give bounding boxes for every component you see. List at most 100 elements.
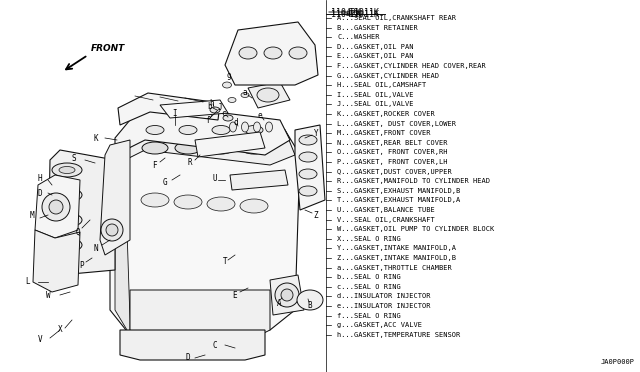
Ellipse shape xyxy=(266,122,273,132)
Polygon shape xyxy=(248,82,290,108)
Text: Y: Y xyxy=(314,128,318,138)
Ellipse shape xyxy=(52,238,82,252)
Ellipse shape xyxy=(253,122,260,132)
Polygon shape xyxy=(160,100,228,118)
Text: P: P xyxy=(80,260,84,269)
Polygon shape xyxy=(118,93,220,125)
Ellipse shape xyxy=(208,142,234,154)
Polygon shape xyxy=(295,125,325,210)
Text: K...GASKET,ROCKER COVER: K...GASKET,ROCKER COVER xyxy=(337,111,435,117)
Text: JA0P000P: JA0P000P xyxy=(601,359,635,365)
Text: H: H xyxy=(38,173,42,183)
Ellipse shape xyxy=(52,163,82,177)
Text: D: D xyxy=(38,189,42,198)
Text: R...GASKET,MANIFOLD TO CYLINDER HEAD: R...GASKET,MANIFOLD TO CYLINDER HEAD xyxy=(337,178,490,184)
Ellipse shape xyxy=(264,47,282,59)
Polygon shape xyxy=(130,290,270,340)
Text: M...GASKET,FRONT COVER: M...GASKET,FRONT COVER xyxy=(337,130,431,136)
Ellipse shape xyxy=(174,195,202,209)
Text: F...GASKET,CYLINDER HEAD COVER,REAR: F...GASKET,CYLINDER HEAD COVER,REAR xyxy=(337,63,486,69)
Text: T: T xyxy=(223,257,227,266)
Text: 9: 9 xyxy=(227,73,231,81)
Text: 11011K: 11011K xyxy=(349,10,379,19)
Text: c: c xyxy=(221,109,227,118)
Polygon shape xyxy=(110,115,300,335)
Text: O...GASKET, FRONT COVER,RH: O...GASKET, FRONT COVER,RH xyxy=(337,150,447,155)
Text: b...SEAL O RING: b...SEAL O RING xyxy=(337,274,401,280)
Ellipse shape xyxy=(175,142,201,154)
Text: D...GASKET,OIL PAN: D...GASKET,OIL PAN xyxy=(337,44,413,50)
Ellipse shape xyxy=(281,289,293,301)
Ellipse shape xyxy=(207,197,235,211)
Text: e...INSULATOR INJECTOR: e...INSULATOR INJECTOR xyxy=(337,303,431,309)
Text: 11042K: 11042K xyxy=(331,10,361,19)
Ellipse shape xyxy=(299,135,317,145)
Ellipse shape xyxy=(299,169,317,179)
Text: R: R xyxy=(188,157,192,167)
Text: d: d xyxy=(234,118,238,126)
Text: c...SEAL O RING: c...SEAL O RING xyxy=(337,284,401,290)
Ellipse shape xyxy=(223,82,232,88)
Text: H...SEAL OIL,CAMSHAFT: H...SEAL OIL,CAMSHAFT xyxy=(337,82,426,88)
Text: a...GASKET,THROTTLE CHAMBER: a...GASKET,THROTTLE CHAMBER xyxy=(337,264,452,270)
Text: Z: Z xyxy=(314,211,318,219)
Text: W: W xyxy=(45,291,51,299)
Text: U...GASKET,BALANCE TUBE: U...GASKET,BALANCE TUBE xyxy=(337,207,435,213)
Text: a: a xyxy=(243,87,247,96)
Text: M: M xyxy=(29,211,35,219)
Ellipse shape xyxy=(141,193,169,207)
Text: Z...GASKET,INTAKE MANIFOLD,B: Z...GASKET,INTAKE MANIFOLD,B xyxy=(337,255,456,261)
Ellipse shape xyxy=(275,283,299,307)
Text: b: b xyxy=(208,102,212,110)
Text: Y...GASKET,INTAKE MANIFOLD,A: Y...GASKET,INTAKE MANIFOLD,A xyxy=(337,246,456,251)
Text: h...GASKET,TEMPERATURE SENSOR: h...GASKET,TEMPERATURE SENSOR xyxy=(337,332,460,338)
Text: N...GASKET,REAR BELT COVER: N...GASKET,REAR BELT COVER xyxy=(337,140,447,146)
Ellipse shape xyxy=(179,125,197,135)
Text: Q: Q xyxy=(76,228,80,237)
Ellipse shape xyxy=(59,217,75,224)
Polygon shape xyxy=(33,230,80,292)
Text: f: f xyxy=(205,115,211,125)
Polygon shape xyxy=(115,105,290,155)
Text: J: J xyxy=(218,103,222,112)
Text: g...GASKET,ACC VALVE: g...GASKET,ACC VALVE xyxy=(337,322,422,328)
Ellipse shape xyxy=(241,122,248,132)
Text: B: B xyxy=(308,301,312,310)
Ellipse shape xyxy=(241,142,267,154)
Ellipse shape xyxy=(299,186,317,196)
Polygon shape xyxy=(225,22,318,85)
Text: d...INSULATOR INJECTOR: d...INSULATOR INJECTOR xyxy=(337,294,431,299)
Text: U: U xyxy=(212,173,218,183)
Text: E: E xyxy=(233,291,237,299)
Text: h: h xyxy=(210,99,214,108)
Text: C...WASHER: C...WASHER xyxy=(337,34,380,40)
Polygon shape xyxy=(195,132,265,157)
Ellipse shape xyxy=(49,200,63,214)
Text: V: V xyxy=(38,336,42,344)
Ellipse shape xyxy=(59,192,75,199)
Ellipse shape xyxy=(257,88,279,102)
Polygon shape xyxy=(100,140,130,255)
Text: K: K xyxy=(93,134,99,142)
Ellipse shape xyxy=(240,199,268,213)
Text: A: A xyxy=(276,298,282,308)
Polygon shape xyxy=(230,170,288,190)
Ellipse shape xyxy=(245,125,263,135)
Text: Q...GASKET,DUST COVER,UPPER: Q...GASKET,DUST COVER,UPPER xyxy=(337,169,452,174)
Ellipse shape xyxy=(59,167,75,173)
Text: X...SEAL O RING: X...SEAL O RING xyxy=(337,236,401,242)
Text: D: D xyxy=(186,353,190,362)
Polygon shape xyxy=(120,330,265,360)
Text: V...SEAL OIL,CRANKSHAFT: V...SEAL OIL,CRANKSHAFT xyxy=(337,217,435,222)
Ellipse shape xyxy=(146,125,164,135)
Ellipse shape xyxy=(210,107,220,113)
Text: G...GASKET,CYLINDER HEAD: G...GASKET,CYLINDER HEAD xyxy=(337,73,439,78)
Ellipse shape xyxy=(230,122,237,132)
Ellipse shape xyxy=(142,142,168,154)
Polygon shape xyxy=(48,150,115,275)
Text: G: G xyxy=(163,177,167,186)
Text: P...GASKET, FRONT COVER,LH: P...GASKET, FRONT COVER,LH xyxy=(337,159,447,165)
Text: FRONT: FRONT xyxy=(91,44,125,53)
Ellipse shape xyxy=(299,152,317,162)
Text: S: S xyxy=(72,154,76,163)
